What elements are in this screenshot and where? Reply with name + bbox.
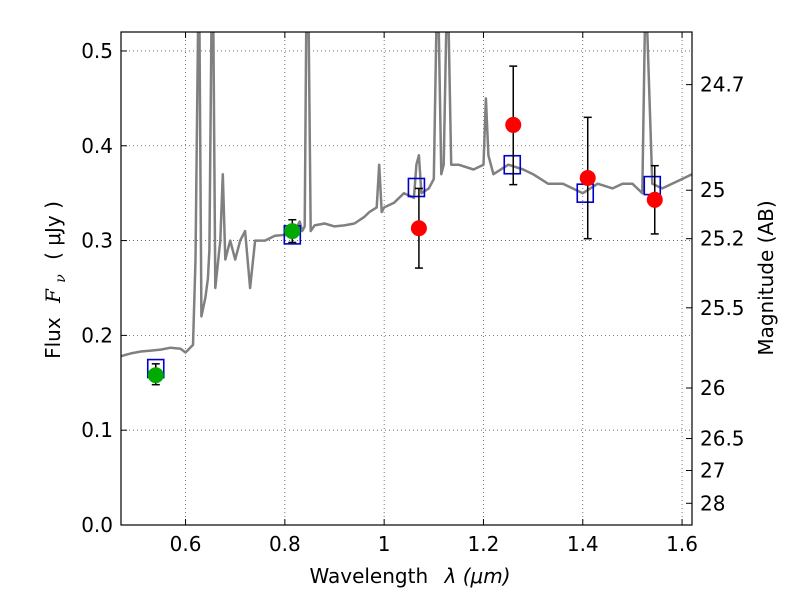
right-tick-label: 24.7 <box>700 73 745 97</box>
model-square-marker <box>503 154 522 175</box>
x-tick-label: 1.2 <box>468 532 500 556</box>
right-tick-label: 25 <box>700 178 725 202</box>
plot-frame <box>120 31 693 526</box>
y-axis-title-text: Flux <box>41 317 65 359</box>
right-tick-label: 27 <box>700 458 725 482</box>
photometry-point <box>284 223 301 240</box>
x-tick-label: 1.4 <box>567 532 599 556</box>
right-axis-title: Magnitude (AB) <box>754 200 778 355</box>
x-axis-title-text: Wavelength <box>309 564 428 588</box>
right-tick-label: 26 <box>700 376 725 400</box>
x-tick-label: 1.6 <box>666 532 698 556</box>
x-tick-label: 0.8 <box>269 532 301 556</box>
x-axis-title: Wavelength λ (μm) <box>309 564 510 588</box>
y-axis-title-subscript: ν <box>53 274 69 283</box>
photometry-point <box>147 367 164 384</box>
y-tick-label: 0.4 <box>81 134 113 158</box>
y-axis-title-symbol: F <box>41 288 65 304</box>
y-tick-label: 0.0 <box>81 513 113 537</box>
right-tick-label: 25.5 <box>700 296 745 320</box>
y-tick-label: 0.5 <box>81 39 113 63</box>
y-tick-label: 0.3 <box>81 229 113 253</box>
model-square-marker <box>407 177 426 198</box>
right-tick-label: 26.5 <box>700 427 745 451</box>
x-axis-title-math: λ (μm) <box>444 564 511 588</box>
x-tick-label: 0.6 <box>170 532 202 556</box>
spectrum-line <box>121 32 692 358</box>
right-tick-label: 28 <box>700 491 725 515</box>
photometry-point <box>646 191 663 208</box>
y-tick-label: 0.1 <box>81 418 113 442</box>
photometry-point <box>579 170 596 187</box>
x-tick-label: 1 <box>378 532 391 556</box>
photometry-point <box>505 116 522 133</box>
data-series <box>121 32 692 386</box>
series-group <box>121 32 692 386</box>
photometry-point <box>410 220 427 237</box>
axis-ticks: 0.6 0.8 1 1.2 1.4 1.6 0.0 0.1 0.2 0.3 0.4 0.5 24.7 25… <box>81 32 745 556</box>
y-axis-title-unit: ( μJy ) <box>41 201 65 260</box>
y-axis-title: Flux F ν ( μJy ) <box>41 201 70 359</box>
right-tick-label: 25.2 <box>700 227 745 251</box>
y-tick-label: 0.2 <box>81 323 113 347</box>
